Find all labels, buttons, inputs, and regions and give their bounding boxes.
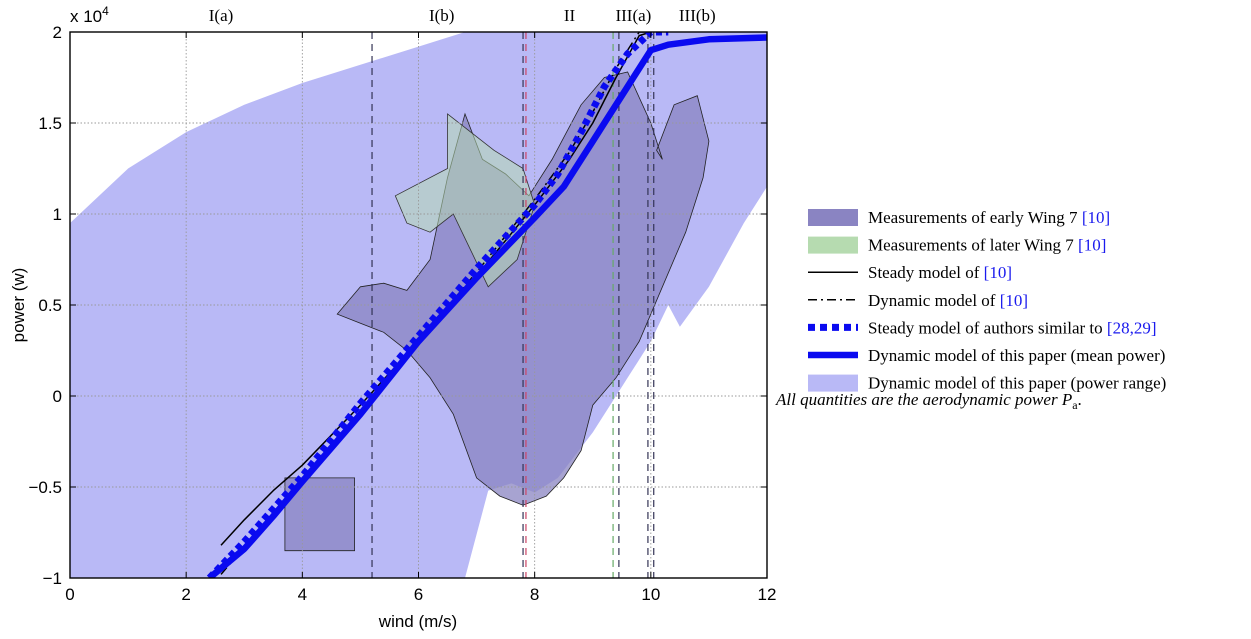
legend-citation: [10] xyxy=(1082,208,1110,227)
legend-note: All quantities are the aerodynamic power… xyxy=(775,390,1082,412)
legend: Measurements of early Wing 7 [10]Measure… xyxy=(808,208,1166,393)
legend-citation: [10] xyxy=(984,263,1012,282)
y-tick-label: 1.5 xyxy=(38,114,62,133)
series-thick-solid xyxy=(207,34,767,578)
y-tick-label: 1 xyxy=(53,205,62,224)
y-tick-label: 2 xyxy=(53,23,62,42)
region-label: I(a) xyxy=(209,6,234,25)
region-label: III(b) xyxy=(679,6,716,25)
plot-area xyxy=(70,32,767,578)
x-tick-label: 4 xyxy=(298,585,307,604)
legend-label-text: Steady model of authors similar to xyxy=(868,318,1107,337)
x-axis-title: wind (m/s) xyxy=(378,612,457,631)
y-tick-label: 0.5 xyxy=(38,296,62,315)
legend-label: Dynamic model of [10] xyxy=(868,291,1028,310)
y-multiplier: x 104 xyxy=(70,4,109,26)
legend-label-text: Dynamic model of this paper (mean power) xyxy=(868,346,1165,365)
legend-label: Dynamic model of this paper (mean power) xyxy=(868,346,1165,365)
legend-swatch xyxy=(808,209,858,226)
legend-label-text: Measurements of early Wing 7 xyxy=(868,208,1082,227)
legend-citation: [10] xyxy=(1078,236,1106,255)
note-end: . xyxy=(1078,390,1082,409)
legend-citation: [10] xyxy=(1000,291,1028,310)
legend-citation: [28,29] xyxy=(1107,318,1157,337)
x-tick-label: 6 xyxy=(414,585,423,604)
tick-layer: 0 2 4 6 8 10 12 −1 −0.5 0 0.5 1 1.5 2 xyxy=(28,23,776,604)
x-tick-label: 2 xyxy=(181,585,190,604)
series-thick-dotted xyxy=(206,32,669,578)
legend-label-text: Dynamic model of xyxy=(868,291,1000,310)
legend-label-text: Dynamic model of this paper (power range… xyxy=(868,374,1166,393)
region-label: II xyxy=(564,6,576,25)
region-boundary-layer xyxy=(371,32,655,578)
region-label: III(a) xyxy=(615,6,651,25)
x-tick-label: 0 xyxy=(65,585,74,604)
legend-label: Steady model of [10] xyxy=(868,263,1012,282)
region-label: I(b) xyxy=(429,6,454,25)
legend-label: Steady model of authors similar to [28,2… xyxy=(868,318,1156,337)
note-subscript: a xyxy=(1072,398,1078,412)
x-tick-label: 8 xyxy=(530,585,539,604)
y-multiplier-exponent: 4 xyxy=(102,4,109,18)
series-layer xyxy=(206,32,767,578)
grid-layer xyxy=(70,32,767,578)
legend-label: Measurements of later Wing 7 [10] xyxy=(868,236,1106,255)
legend-label-text: Measurements of later Wing 7 xyxy=(868,236,1078,255)
region-label-layer: I(a) I(b) II III(a) III(b) xyxy=(209,6,716,25)
legend-swatch xyxy=(808,236,858,254)
legend-label-text: Steady model of xyxy=(868,263,984,282)
legend-swatch xyxy=(808,374,858,392)
y-tick-label: −0.5 xyxy=(28,478,62,497)
y-tick-label: 0 xyxy=(53,387,62,406)
y-tick-label: −1 xyxy=(43,569,62,588)
legend-label: Dynamic model of this paper (power range… xyxy=(868,374,1166,393)
legend-label: Measurements of early Wing 7 [10] xyxy=(868,208,1110,227)
x-tick-label: 10 xyxy=(641,585,660,604)
note-symbol: P xyxy=(1061,390,1072,409)
y-axis-title: power (w) xyxy=(9,268,28,343)
x-tick-label: 12 xyxy=(758,585,777,604)
